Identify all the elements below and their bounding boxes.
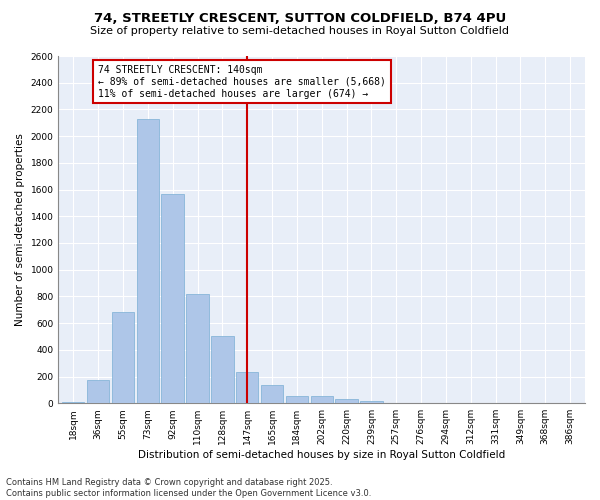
Bar bbox=[87, 380, 109, 403]
Bar bbox=[112, 312, 134, 403]
Bar bbox=[137, 119, 159, 403]
Bar bbox=[410, 402, 432, 403]
Text: 74 STREETLY CRESCENT: 140sqm
← 89% of semi-detached houses are smaller (5,668)
1: 74 STREETLY CRESCENT: 140sqm ← 89% of se… bbox=[98, 66, 386, 98]
Bar bbox=[161, 194, 184, 403]
Bar bbox=[385, 402, 407, 403]
Bar bbox=[484, 402, 507, 403]
Bar bbox=[311, 396, 333, 403]
Bar bbox=[559, 402, 581, 403]
Text: Contains HM Land Registry data © Crown copyright and database right 2025.
Contai: Contains HM Land Registry data © Crown c… bbox=[6, 478, 371, 498]
Bar bbox=[261, 384, 283, 403]
X-axis label: Distribution of semi-detached houses by size in Royal Sutton Coldfield: Distribution of semi-detached houses by … bbox=[138, 450, 505, 460]
Bar bbox=[211, 336, 233, 403]
Text: 74, STREETLY CRESCENT, SUTTON COLDFIELD, B74 4PU: 74, STREETLY CRESCENT, SUTTON COLDFIELD,… bbox=[94, 12, 506, 26]
Bar bbox=[236, 372, 259, 403]
Bar bbox=[360, 400, 383, 403]
Text: Size of property relative to semi-detached houses in Royal Sutton Coldfield: Size of property relative to semi-detach… bbox=[91, 26, 509, 36]
Y-axis label: Number of semi-detached properties: Number of semi-detached properties bbox=[15, 133, 25, 326]
Bar bbox=[286, 396, 308, 403]
Bar bbox=[187, 294, 209, 403]
Bar bbox=[62, 402, 85, 403]
Bar bbox=[335, 399, 358, 403]
